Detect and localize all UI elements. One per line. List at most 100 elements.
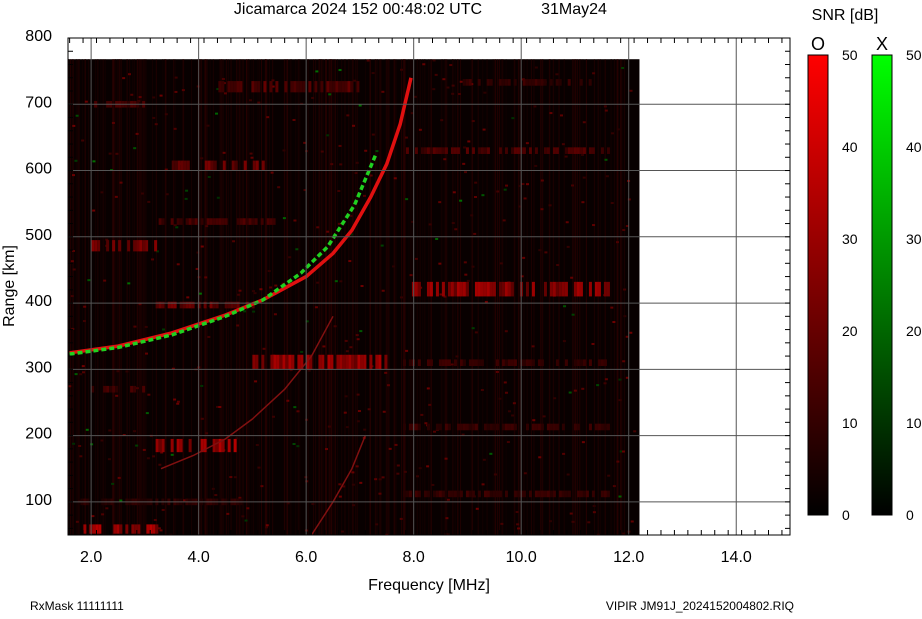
echo-band-cell xyxy=(591,147,595,154)
noise-speck xyxy=(503,381,507,384)
echo-band-cell xyxy=(501,79,505,86)
echo-band-cell xyxy=(540,79,544,86)
echo-band-cell xyxy=(215,301,219,309)
noise-speck xyxy=(157,527,161,530)
noise-column xyxy=(395,59,397,535)
noise-column xyxy=(120,59,122,535)
echo-band-cell xyxy=(231,160,235,171)
noise-speck xyxy=(627,198,631,201)
noise-speck xyxy=(153,518,157,521)
noise-speck xyxy=(72,124,76,127)
echo-band-cell xyxy=(504,359,508,367)
echo-band-cell xyxy=(191,218,195,225)
echo-band-cell xyxy=(597,423,601,431)
echo-band-cell xyxy=(573,359,577,367)
noise-speck xyxy=(482,458,486,461)
noise-speck xyxy=(618,378,622,381)
echo-band-cell xyxy=(288,354,292,370)
echo-band-cell xyxy=(351,354,355,370)
echo-band-cell xyxy=(528,359,532,367)
noise-column xyxy=(104,59,106,535)
noise-speck xyxy=(625,376,629,379)
echo-band-cell xyxy=(546,490,550,498)
chart-date: 31May24 xyxy=(541,1,607,18)
noise-speck xyxy=(351,124,355,127)
colorbar-tick-label: 50 xyxy=(842,47,858,63)
noise-column xyxy=(482,59,484,535)
echo-band-cell xyxy=(207,160,211,171)
noise-speck xyxy=(74,159,78,162)
echo-band-cell xyxy=(522,147,526,154)
noise-column xyxy=(336,59,338,535)
echo-band-cell xyxy=(558,281,562,297)
noise-speck xyxy=(70,295,74,298)
noise-speck xyxy=(111,121,115,124)
noise-speck xyxy=(553,397,557,400)
noise-speck xyxy=(205,225,209,228)
echo-band-cell xyxy=(269,81,273,93)
noise-column xyxy=(496,59,498,535)
noise-speck xyxy=(399,296,403,299)
echo-band-cell xyxy=(284,81,288,93)
noise-speck xyxy=(502,219,506,222)
noise-speck xyxy=(571,313,575,316)
noise-column xyxy=(517,59,519,535)
noise-column xyxy=(486,59,488,535)
noise-speck xyxy=(292,443,296,446)
noise-speck xyxy=(360,285,364,288)
noise-speck xyxy=(68,385,72,388)
echo-band-cell xyxy=(423,490,427,498)
noise-speck xyxy=(493,473,497,476)
noise-speck xyxy=(499,262,503,265)
noise-column xyxy=(225,59,227,535)
noise-speck xyxy=(133,147,137,150)
noise-speck xyxy=(518,205,522,208)
noise-column xyxy=(341,59,343,535)
noise-speck xyxy=(100,191,104,194)
echo-band-cell xyxy=(414,147,418,154)
echo-band-cell xyxy=(354,354,358,370)
noise-column xyxy=(162,59,164,535)
echo-band-cell xyxy=(504,490,508,498)
echo-band-cell xyxy=(549,490,553,498)
noise-speck xyxy=(392,265,396,268)
echo-band-cell xyxy=(146,524,150,534)
noise-speck xyxy=(622,229,626,232)
noise-column xyxy=(206,59,208,535)
echo-band-cell xyxy=(369,354,373,370)
noise-speck xyxy=(484,300,488,303)
echo-band-cell xyxy=(209,218,213,225)
noise-column xyxy=(77,59,79,535)
noise-speck xyxy=(471,327,475,330)
echo-band-cell xyxy=(489,490,493,498)
echo-band-cell xyxy=(513,423,517,431)
noise-speck xyxy=(424,422,428,425)
noise-speck xyxy=(152,116,156,119)
y-tick-label: 200 xyxy=(25,426,52,443)
noise-speck xyxy=(435,237,439,240)
echo-band-cell xyxy=(579,490,583,498)
echo-band-cell xyxy=(540,423,544,431)
echo-band-cell xyxy=(525,79,529,86)
noise-column xyxy=(155,59,157,535)
noise-speck xyxy=(174,76,178,79)
echo-band-cell xyxy=(230,81,234,93)
noise-column xyxy=(519,59,521,535)
colorbar-tick-label: 10 xyxy=(906,415,922,431)
footer-rxmask: RxMask 11111111 xyxy=(30,599,124,613)
noise-speck xyxy=(498,397,502,400)
noise-speck xyxy=(135,132,139,135)
noise-speck xyxy=(525,142,529,145)
echo-band-cell xyxy=(468,490,472,498)
noise-speck xyxy=(119,181,123,184)
noise-speck xyxy=(108,152,112,155)
noise-column xyxy=(220,59,222,535)
echo-band-cell xyxy=(603,423,607,431)
noise-column xyxy=(470,59,472,535)
noise-speck xyxy=(211,487,215,490)
echo-band-cell xyxy=(300,354,304,370)
noise-speck xyxy=(169,533,173,535)
colorbar-o-label: O xyxy=(811,34,825,54)
noise-speck xyxy=(581,154,585,157)
noise-speck xyxy=(571,184,575,187)
